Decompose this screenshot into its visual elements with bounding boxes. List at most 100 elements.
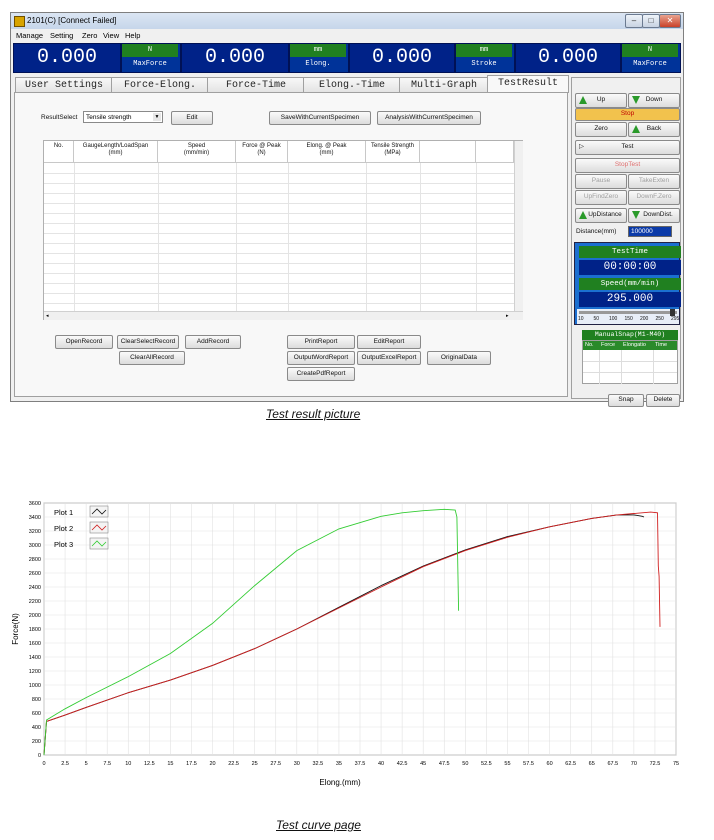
y-tick-label: 800 [32,697,41,703]
menu-zero[interactable]: Zero [82,31,98,40]
clear-select-record-button[interactable]: ClearSelectRecord [117,335,179,349]
table-row[interactable] [44,263,514,264]
menu-manage[interactable]: Manage [16,31,44,40]
y-tick-label: 2200 [29,599,41,605]
horizontal-scrollbar[interactable]: ◂ ▸ [44,311,523,320]
col-tensile-strength: Tensile Strength (MPa) [366,141,420,163]
y-tick-label: 2800 [29,557,41,563]
table-row[interactable] [44,283,514,284]
elong-unit-box: mm Elong. [289,43,349,73]
clear-all-record-button[interactable]: ClearAllRecord [119,351,185,365]
scroll-right-icon[interactable]: ▸ [506,313,509,319]
up-distance-button[interactable]: UpDistance [575,208,627,223]
up-find-zero-button[interactable]: UpFindZero [575,190,627,205]
take-exten-button[interactable]: TakeExten [628,174,680,189]
delete-button[interactable]: Delete [646,394,680,407]
test-button[interactable]: ▷ Test [575,140,680,155]
stop-test-button[interactable]: StopTest [575,158,680,173]
output-word-report-button[interactable]: OutputWordReport [287,351,355,365]
table-row[interactable] [44,223,514,224]
table-row[interactable] [44,303,514,304]
col-empty-1 [420,141,476,163]
x-tick-label: 75 [673,761,679,767]
vertical-scrollbar[interactable] [514,141,523,311]
create-pdf-report-button[interactable]: CreatePdfReport [287,367,355,381]
menu-help[interactable]: Help [125,31,141,40]
force-elong-chart: 0 2.5 5 7.5 10 12.5 15 17.5 20 22.5 25 27.5 30 32.5 35… [11,501,679,787]
top-caption: Test result picture [266,407,361,421]
x-tick-label: 10 [125,761,131,767]
snap-col-elong: Elongatio [623,342,646,348]
maximize-icon[interactable]: □ [642,14,660,28]
result-table[interactable]: No. GaugeLength/LoadSpan (mm) Speed (mm/… [43,140,523,320]
x-tick-label: 22.5 [228,761,239,767]
table-row[interactable] [44,203,514,204]
down-button[interactable]: Down [628,93,680,108]
arrow-down-icon [632,96,640,104]
back-button[interactable]: Back [628,122,680,137]
x-tick-label: 50 [462,761,468,767]
menu-view[interactable]: View [103,31,120,40]
x-tick-label: 45 [420,761,426,767]
output-excel-report-button[interactable]: OutputExcelReport [357,351,421,365]
chart-grid [43,502,677,756]
tab-elong-time[interactable]: Elong.-Time [303,77,401,93]
original-data-button[interactable]: OriginalData [427,351,491,365]
slider-thumb[interactable] [670,309,676,316]
stop-button[interactable]: Stop [575,108,680,121]
add-record-button[interactable]: AddRecord [185,335,241,349]
table-row[interactable] [44,233,514,234]
tab-user-settings[interactable]: User Settings [15,77,113,93]
scroll-left-icon[interactable]: ◂ [46,313,49,319]
elong-unit: mm [290,44,346,57]
x-axis-label: Elong.(mm) [319,778,361,787]
table-row[interactable] [44,193,514,194]
close-icon[interactable]: ✕ [659,14,681,28]
x-tick-label: 7.5 [103,761,111,767]
table-row[interactable] [44,173,514,174]
title-bar: 2101(C) [Connect Failed] – □ ✕ [11,13,683,29]
pause-button[interactable]: Pause [575,174,627,189]
analysis-with-specimen-button[interactable]: AnalysisWithCurrentSpecimen [377,111,481,125]
y-tick-label: 200 [32,739,41,745]
zero-button[interactable]: Zero [575,122,627,137]
distance-input[interactable]: 100000 [628,226,672,237]
maxforce-mode[interactable]: MaxForce [622,58,678,71]
chart-legend: Plot 1 Plot 2 Plot 3 [54,505,109,550]
edit-report-button[interactable]: EditReport [357,335,421,349]
maxforce-unit: N [622,44,678,57]
up-button[interactable]: Up [575,93,627,108]
minimize-icon[interactable]: – [625,14,643,28]
result-select-dropdown[interactable]: Tensile strength ▼ [83,111,163,123]
tab-force-time[interactable]: Force-Time [207,77,305,93]
table-row[interactable] [44,253,514,254]
slider-tick-label: 100 [609,316,618,322]
down-distance-icon [632,211,640,219]
edit-button[interactable]: Edit [171,111,213,125]
table-row[interactable] [44,243,514,244]
stroke-mode[interactable]: Stroke [456,58,512,71]
back-arrow-icon [632,125,640,133]
tab-force-elong[interactable]: Force-Elong. [111,77,209,93]
menu-setting[interactable]: Setting [50,31,74,40]
down-find-zero-button[interactable]: DownF.Zero [628,190,680,205]
table-row[interactable] [44,293,514,294]
snap-table[interactable]: No. Force Elongatio Time [582,340,678,384]
save-with-specimen-button[interactable]: SaveWithCurrentSpecimen [269,111,371,125]
x-tick-label: 70 [631,761,637,767]
elong-mode[interactable]: Elong. [290,58,346,71]
speed-slider[interactable]: 10 50 100 150 200 250 295 [577,309,679,324]
distance-label: Distance(mm) [576,228,617,235]
x-tick-label: 42.5 [397,761,408,767]
down-distance-button[interactable]: DownDist. [628,208,680,223]
print-report-button[interactable]: PrintReport [287,335,355,349]
force-mode[interactable]: MaxForce [122,58,178,71]
table-row[interactable] [44,273,514,274]
tab-multi-graph[interactable]: Multi-Graph [399,77,489,93]
snap-button[interactable]: Snap [608,394,644,407]
open-record-button[interactable]: OpenRecord [55,335,113,349]
tab-test-result[interactable]: TestResult [487,75,569,93]
table-row[interactable] [44,213,514,214]
table-row[interactable] [44,183,514,184]
snap-divider [583,372,677,373]
